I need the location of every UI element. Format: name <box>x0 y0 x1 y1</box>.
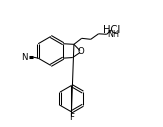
Text: O: O <box>77 47 84 56</box>
Text: N: N <box>21 53 28 62</box>
Text: F: F <box>69 113 74 122</box>
Text: NH: NH <box>107 30 119 39</box>
Text: HCl: HCl <box>103 25 120 35</box>
